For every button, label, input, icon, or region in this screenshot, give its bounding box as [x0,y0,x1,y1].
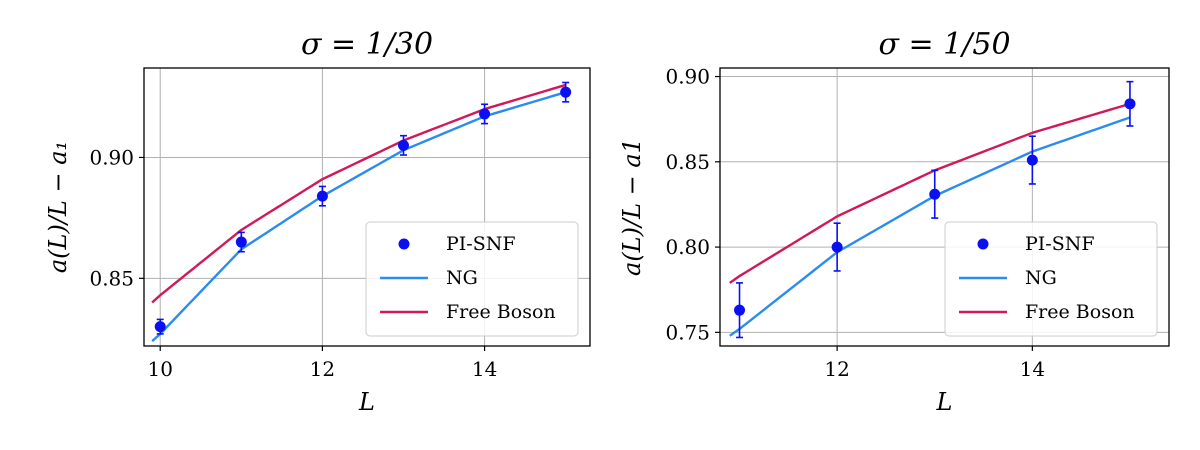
chart1-point-2 [316,185,328,207]
chart2-marker-4 [1124,98,1136,110]
chart1-legend: PI-SNF NG Free Boson [365,221,579,337]
chart2-legend-swatch-points [977,238,989,250]
chart2-title: σ = 1/50 [878,27,1010,62]
chart1-xlabel: L [358,388,375,416]
chart1-marker-0 [154,321,166,333]
chart2-ytick-label-1: 0.80 [665,235,710,259]
chart1-xtick-label-0: 10 [147,357,172,381]
chart2-legend: PI-SNF NG Free Boson [944,221,1158,337]
chart2-xtick-label-1: 14 [1020,357,1045,381]
chart2-legend-label-2: Free Boson [1025,301,1135,323]
chart1-legend-label-1: NG [446,267,478,289]
chart1-point-4 [479,103,491,125]
chart1-marker-3 [397,139,409,151]
chart1-point-0 [154,318,166,335]
chart2-marker-0 [734,304,746,316]
chart2-xtick-label-0: 12 [824,357,849,381]
chart2-legend-box [944,221,1158,337]
chart1-ytick-label-0: 0.85 [89,266,134,290]
chart2-point-3 [1026,135,1038,185]
chart1-ytick-label-1: 0.90 [89,145,134,169]
chart1-title: σ = 1/30 [301,27,433,62]
chart2-point-2 [929,169,941,219]
chart2-marker-3 [1026,154,1038,166]
chart2-legend-label-0: PI-SNF [1025,233,1095,255]
chart1-frame [143,67,591,347]
chart1-marker-4 [479,108,491,120]
chart1-legend-swatch-points [398,238,410,250]
chart2-ytick-label-0: 0.75 [665,320,710,344]
chart2-ytick-label-3: 0.90 [665,65,710,89]
chart2-point-0 [734,282,746,339]
chart1-legend-label-2: Free Boson [446,301,556,323]
chart1-xtick-label-1: 12 [310,357,335,381]
chart1-point-5 [560,81,572,103]
chart2: 12 14 0.75 0.80 0.85 0.90 σ = 1/50 La(L)/L − a1… [618,27,1170,416]
chart2-ytick-label-2: 0.85 [665,150,710,174]
chart2-series-ng [729,116,1131,337]
chart1: 10 12 14 0.85 0.90 σ = 1/30 La(L)/L − a₁ PI-SNF… [44,27,591,416]
chart2-marker-2 [929,188,941,200]
chart1-marker-5 [560,86,572,98]
chart2-point-1 [831,222,843,272]
chart1-marker-1 [235,236,247,248]
chart2-frame [719,67,1170,347]
chart1-ylabel: a(L)/L − a₁ [44,141,72,273]
chart1-marker-2 [316,190,328,202]
chart2-series-free-boson [729,102,1131,284]
chart1-xtick-label-2: 14 [472,357,497,381]
chart2-xlabel: L [936,388,953,416]
chart1-legend-box [365,221,579,337]
chart2-plot-area [729,102,1131,337]
chart2-marker-1 [831,241,843,253]
chart2-legend-label-1: NG [1025,267,1057,289]
chart1-legend-label-0: PI-SNF [446,233,516,255]
chart1-point-3 [397,134,409,156]
chart2-point-4 [1124,80,1136,127]
chart1-point-1 [235,231,247,253]
chart2-ylabel: a(L)/L − a1 [618,138,646,276]
